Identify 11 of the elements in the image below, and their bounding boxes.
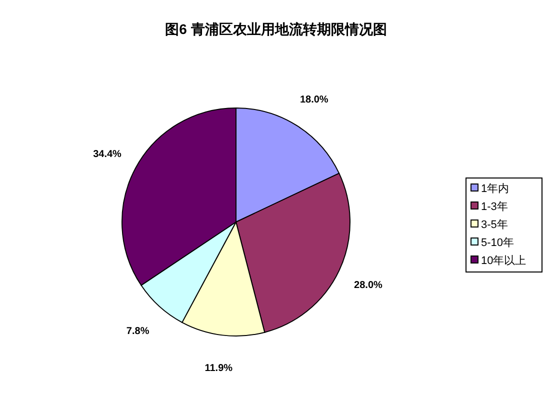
legend-label: 10年以上 [481,254,526,267]
data-label: 7.8% [126,326,150,338]
legend-label: 1年内 [481,182,510,195]
data-label: 11.9% [204,362,233,374]
legend-label: 5-10年 [481,237,514,249]
legend-label: 3-5年 [481,219,508,231]
legend-label: 1-3年 [481,201,508,213]
data-label: 28.0% [354,280,383,291]
chart-title: 图6 青浦区农业用地流转期限情况图 [165,21,387,37]
data-label: 34.4% [93,149,122,160]
data-label: 18.0% [300,94,328,106]
